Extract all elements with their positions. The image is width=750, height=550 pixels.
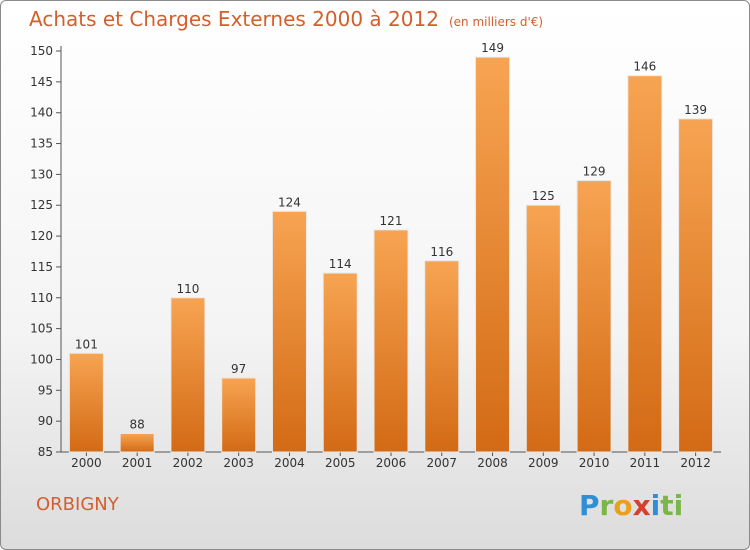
bar-2005 — [322, 272, 358, 453]
bar-2012 — [678, 118, 714, 453]
x-tick-label-2004: 2004 — [274, 456, 305, 470]
x-tick-label-2012: 2012 — [680, 456, 711, 470]
bar-2007 — [424, 260, 460, 453]
y-tick-label: 85 — [38, 445, 53, 459]
y-tick-label: 150 — [30, 44, 53, 58]
x-tick-label-2007: 2007 — [426, 456, 457, 470]
x-tick-label-2006: 2006 — [376, 456, 407, 470]
proxiti-logo: Proxiti — [579, 489, 684, 522]
data-label-2002: 110 — [176, 282, 199, 296]
chart-title: Achats et Charges Externes 2000 à 2012 (e… — [29, 7, 543, 31]
data-label-2008: 149 — [481, 41, 504, 55]
town-name: ORBIGNY — [36, 494, 119, 515]
data-label-2001: 88 — [130, 417, 145, 431]
bar-2002 — [170, 297, 206, 453]
data-label-2012: 139 — [684, 103, 707, 117]
data-label-2010: 129 — [583, 165, 606, 179]
y-tick-label: 120 — [30, 229, 53, 243]
y-tick-label: 105 — [30, 322, 53, 336]
x-tick-label-2000: 2000 — [71, 456, 102, 470]
x-tick-label-2008: 2008 — [477, 456, 508, 470]
x-tick-label-2010: 2010 — [579, 456, 610, 470]
data-label-2006: 121 — [380, 214, 403, 228]
x-tick-label-2003: 2003 — [223, 456, 254, 470]
bar-2006 — [373, 229, 409, 453]
y-tick-label: 95 — [38, 383, 53, 397]
x-tick-label-2005: 2005 — [325, 456, 356, 470]
data-label-2004: 124 — [278, 195, 301, 209]
bar-2009 — [525, 204, 561, 453]
data-label-2011: 146 — [633, 60, 656, 74]
bar-2010 — [576, 180, 612, 453]
data-label-2003: 97 — [231, 362, 246, 376]
bar-2011 — [627, 75, 663, 453]
y-tick-label: 135 — [30, 137, 53, 151]
bar-2000 — [68, 352, 104, 453]
x-tick-label-2001: 2001 — [122, 456, 153, 470]
chart-title-text: Achats et Charges Externes 2000 à 2012 — [29, 7, 439, 31]
x-tick-label-2011: 2011 — [630, 456, 661, 470]
bar-2004 — [271, 210, 307, 453]
x-tick-label-2002: 2002 — [173, 456, 204, 470]
data-label-2005: 114 — [329, 257, 352, 271]
y-tick-label: 110 — [30, 291, 53, 305]
bar-2001 — [119, 432, 155, 453]
data-label-2007: 116 — [430, 245, 453, 259]
y-tick-label: 130 — [30, 167, 53, 181]
data-label-2000: 101 — [75, 337, 98, 351]
bar-2003 — [221, 377, 257, 453]
chart-unit: (en milliers d'€) — [448, 15, 544, 29]
y-tick-label: 125 — [30, 198, 53, 212]
bar-2008 — [475, 56, 511, 453]
y-tick-label: 90 — [38, 414, 53, 428]
y-tick-label: 145 — [30, 75, 53, 89]
y-tick-label: 115 — [30, 260, 53, 274]
x-tick-label-2009: 2009 — [528, 456, 559, 470]
y-tick-label: 140 — [30, 106, 53, 120]
data-label-2009: 125 — [532, 189, 555, 203]
y-tick-label: 100 — [30, 352, 53, 366]
